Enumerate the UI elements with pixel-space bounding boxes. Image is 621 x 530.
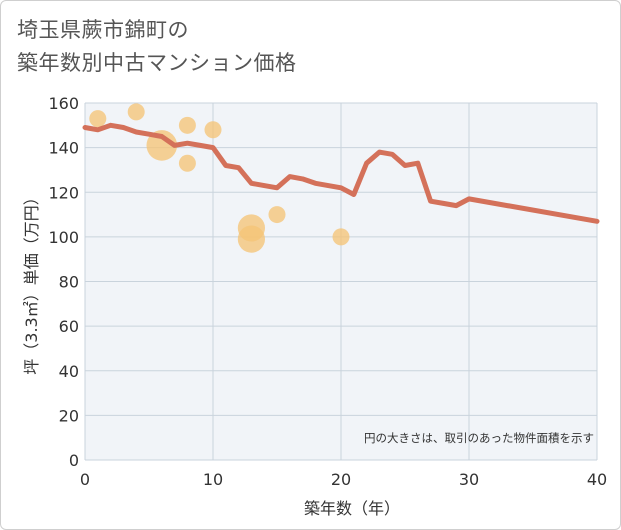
- y-tick-label: 0: [69, 451, 79, 470]
- x-tick-label: 10: [203, 470, 223, 489]
- x-tick-label: 30: [459, 470, 479, 489]
- bubble-size-note: 円の大きさは、取引のあった物件面積を示す: [364, 431, 594, 445]
- y-axis-label: 坪（3.3㎡）単価（万円）: [22, 189, 41, 374]
- bubble-series: [89, 103, 350, 253]
- y-tick-label: 160: [48, 94, 79, 113]
- bubble-point: [127, 103, 145, 121]
- chart-title: 埼玉県蕨市錦町の 築年数別中古マンション価格: [17, 14, 607, 80]
- x-axis-label: 築年数（年）: [304, 499, 400, 518]
- x-tick-label: 20: [331, 470, 351, 489]
- bubble-point: [268, 206, 286, 224]
- bubble-point: [332, 228, 350, 246]
- y-tick-label: 80: [59, 273, 79, 292]
- y-tick-label: 60: [59, 317, 79, 336]
- y-tick-labels: 0 20 40 60 80 100 120 140 160: [48, 94, 79, 470]
- bubble-point: [178, 154, 196, 172]
- bubble-point: [89, 110, 107, 128]
- chart-title-line-1: 埼玉県蕨市錦町の: [17, 18, 189, 42]
- y-tick-label: 40: [59, 362, 79, 381]
- x-tick-labels: 0 10 20 30 40: [80, 470, 607, 489]
- y-tick-label: 140: [48, 139, 79, 158]
- trend-line: [82, 122, 600, 224]
- bubble-point: [204, 121, 222, 139]
- grid-lines: [84, 102, 598, 461]
- x-tick-label: 40: [587, 470, 607, 489]
- bubble-point: [178, 116, 196, 134]
- x-tick-label: 0: [80, 470, 90, 489]
- y-tick-label: 20: [59, 406, 79, 425]
- y-tick-label: 120: [48, 183, 79, 202]
- bubble-point: [237, 225, 265, 253]
- chart-title-line-2: 築年数別中古マンション価格: [17, 51, 297, 75]
- y-tick-label: 100: [48, 228, 79, 247]
- bubble-point: [146, 130, 178, 161]
